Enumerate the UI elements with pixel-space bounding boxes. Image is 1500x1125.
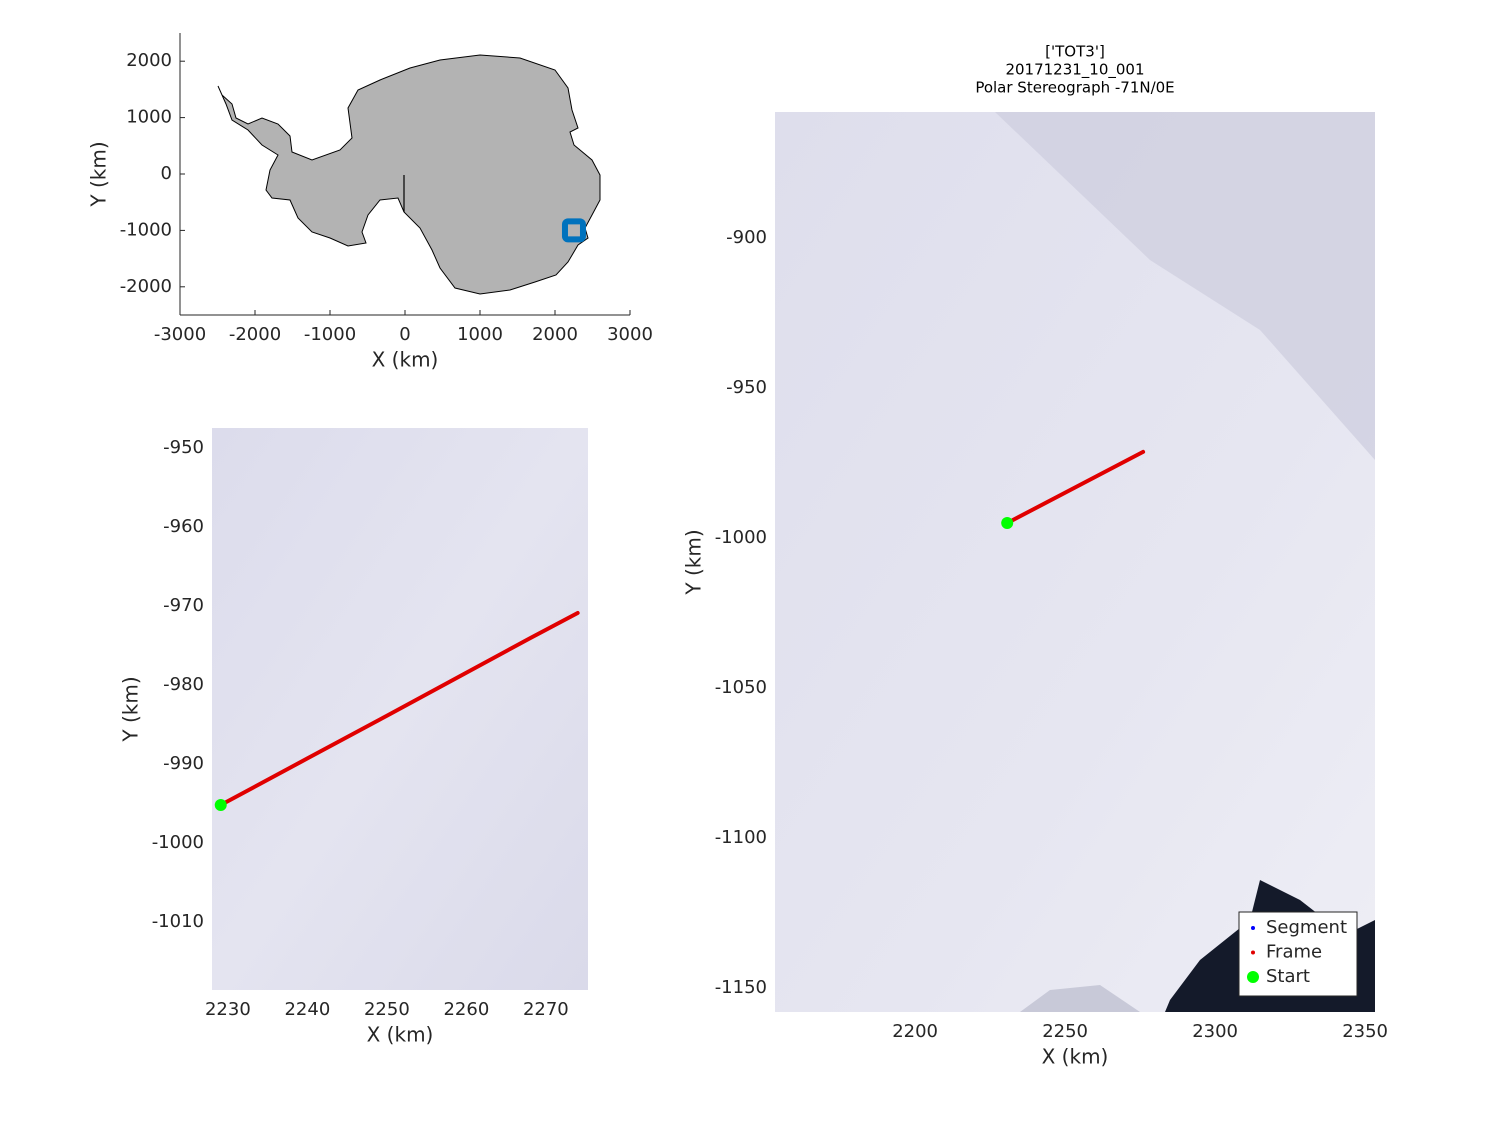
x-tick-label: 2240 [284,999,330,1020]
y-tick-label: -980 [163,674,204,695]
y-tick-label: -1010 [152,911,204,932]
y-tick-label: 1000 [126,107,172,128]
legend-label: Frame [1266,942,1322,963]
x-tick-label: 2250 [1042,1021,1088,1042]
continent [217,54,601,295]
y-axis-label: Y (km) [682,529,706,595]
x-tick-label: -1000 [304,324,356,345]
x-tick-label: -3000 [154,324,206,345]
x-tick-label: 1000 [457,324,503,345]
legend-symbol [1251,950,1255,955]
y-axis-label: Y (km) [119,676,143,742]
chart-title: 20171231_10_001 [1005,61,1144,80]
start-marker [1001,517,1014,529]
x-tick-label: 2230 [205,999,251,1020]
y-tick-label: -900 [726,227,767,248]
y-tick-label: -1000 [715,527,767,548]
chart-title: ['TOT3'] [1045,43,1105,61]
x-tick-label: 2350 [1342,1021,1388,1042]
y-axis-label: Y (km) [87,141,111,207]
y-tick-label: -1000 [152,832,204,853]
x-axis-label: X (km) [1042,1045,1109,1069]
image-swath [995,112,1375,460]
y-tick-label: -1150 [715,977,767,998]
x-tick-label: 0 [399,324,410,345]
location-marker [561,218,586,243]
y-tick-label: 0 [161,163,172,184]
y-tick-label: -950 [726,377,767,398]
y-tick-label: -970 [163,595,204,616]
legend-symbol [1251,926,1255,930]
y-tick-label: -960 [163,516,204,537]
x-tick-label: 2260 [443,999,489,1020]
x-tick-label: 2300 [1192,1021,1238,1042]
x-tick-label: -2000 [229,324,281,345]
legend-symbol [1247,971,1259,983]
y-tick-label: 2000 [126,50,172,71]
x-tick-label: 2200 [892,1021,938,1042]
y-tick-label: -990 [163,753,204,774]
legend-label: Start [1266,966,1310,987]
legend-box [1238,911,1358,997]
x-tick-label: 2000 [532,324,578,345]
x-axis-label: X (km) [367,1023,434,1047]
chart-title: Polar Stereograph -71N/0E [975,79,1174,97]
frame-line [218,610,580,808]
start-marker [214,799,227,812]
image-patch [1020,985,1140,1012]
y-tick-label: -1050 [715,677,767,698]
y-tick-label: -1000 [120,219,172,240]
x-tick-label: 2270 [523,999,569,1020]
frame-line [1005,449,1146,525]
x-tick-label: 2250 [364,999,410,1020]
y-tick-label: -950 [163,437,204,458]
y-tick-label: -1100 [715,827,767,848]
x-axis-label: X (km) [372,348,439,372]
y-tick-label: -2000 [120,276,172,297]
legend-label: Segment [1266,917,1347,938]
x-tick-label: 3000 [607,324,653,345]
